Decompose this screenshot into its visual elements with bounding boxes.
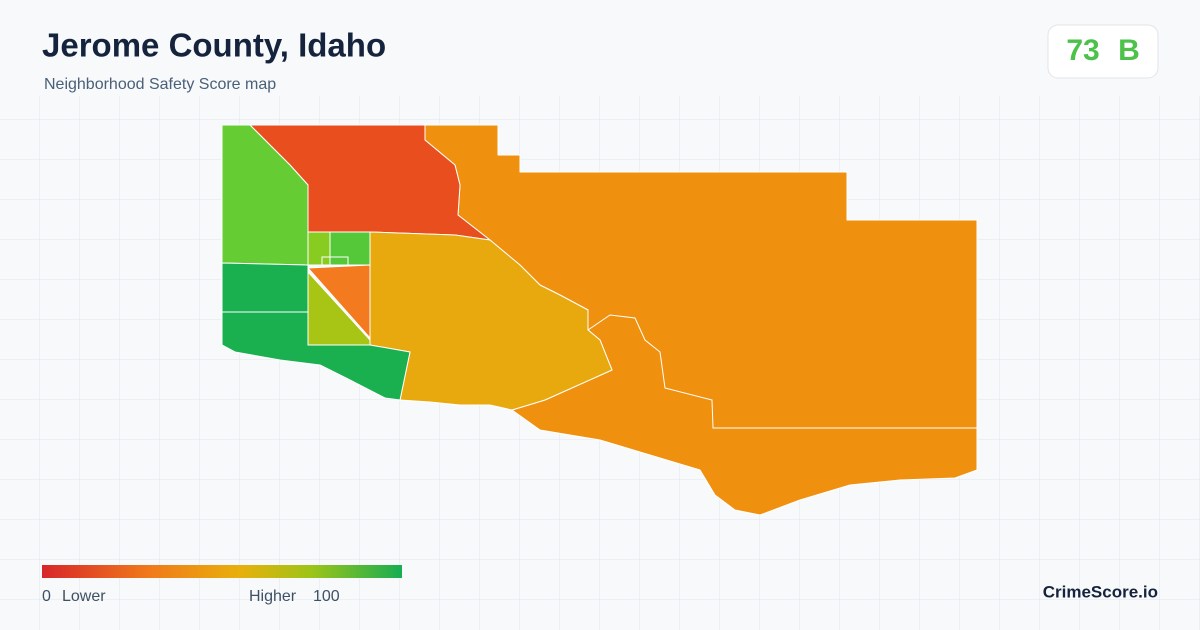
region [307, 264, 371, 339]
region [307, 271, 371, 346]
legend-gradient [42, 565, 402, 578]
region [329, 231, 371, 266]
title: Jerome County, Idaho [42, 27, 386, 64]
score-grade: B [1118, 34, 1140, 67]
map [221, 124, 978, 516]
subtitle: Neighborhood Safety Score map [44, 76, 276, 93]
legend-max: 100 [313, 588, 340, 605]
region [307, 231, 331, 266]
brand: CrimeScore.io [1043, 582, 1158, 601]
score-value: 73 [1066, 34, 1099, 67]
legend-max-label: Higher [249, 588, 297, 605]
score-badge [1047, 24, 1159, 79]
legend-min-label: Lower [62, 588, 106, 605]
legend-min: 0 [42, 588, 51, 605]
region-border [321, 256, 349, 266]
